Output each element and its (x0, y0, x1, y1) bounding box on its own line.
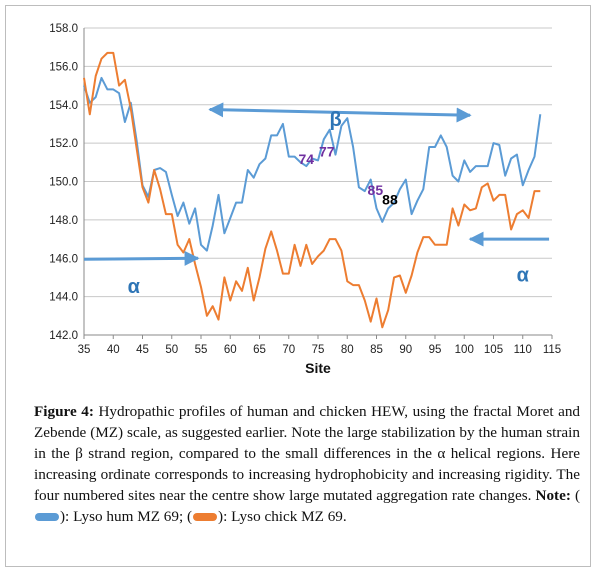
caption-label: Figure 4: (34, 403, 94, 420)
x-axis-title: Site (305, 360, 331, 376)
x-tick-label: 105 (484, 344, 503, 356)
y-tick-label: 156.0 (49, 61, 78, 73)
x-tick-label: 50 (165, 344, 178, 356)
legend-swatch-human (35, 512, 59, 521)
annotation-label: 74 (299, 151, 315, 167)
x-tick-label: 95 (429, 344, 442, 356)
line-chart: 142.0 144.0 146.0 148.0 150.0 152.0 154.0 156.0… (49, 23, 561, 376)
y-tick-label: 142.0 (49, 330, 78, 342)
x-tick-label: 55 (195, 344, 208, 356)
x-axis-ticks: 35 40 45 50 55 60 65 70 75 80 85 90 95 100 105 110 115 (78, 335, 561, 356)
x-tick-label: 100 (455, 344, 474, 356)
annotation-label: 85 (368, 182, 384, 198)
y-tick-label: 150.0 (49, 177, 78, 189)
annotation-label: 88 (382, 192, 398, 208)
x-tick-label: 85 (370, 344, 383, 356)
x-tick-label: 60 (224, 344, 237, 356)
y-axis-ticks: 142.0 144.0 146.0 148.0 150.0 152.0 154.0 156.0… (49, 23, 78, 342)
x-tick-label: 45 (136, 344, 149, 356)
legend-open: ( (574, 487, 581, 504)
gridlines (84, 27, 552, 336)
x-tick-label: 65 (253, 344, 266, 356)
x-tick-label: 35 (78, 344, 91, 356)
annotation-label: α (517, 264, 530, 286)
region-arrow (83, 250, 200, 266)
x-tick-label: 115 (543, 344, 561, 356)
x-tick-label: 110 (514, 344, 532, 356)
y-tick-label: 148.0 (49, 215, 78, 227)
region-arrow (208, 102, 472, 123)
figure-frame: 142.0 144.0 146.0 148.0 150.0 152.0 154.0 156.0… (5, 5, 591, 567)
x-tick-label: 80 (341, 344, 354, 356)
y-tick-label: 144.0 (49, 292, 78, 304)
x-tick-label: 90 (399, 344, 412, 356)
region-arrows (83, 102, 550, 266)
series-line-chick (83, 51, 541, 329)
y-tick-label: 146.0 (49, 253, 78, 265)
x-tick-label: 75 (312, 344, 325, 356)
series-line-human (83, 76, 542, 252)
y-tick-label: 152.0 (49, 138, 78, 150)
legend-swatch-chick (193, 512, 218, 521)
x-tick-label: 40 (107, 344, 120, 356)
y-tick-label: 158.0 (49, 23, 78, 35)
series-lines (83, 51, 542, 329)
x-tick-label: 70 (282, 344, 295, 356)
y-tick-label: 154.0 (49, 100, 78, 112)
annotation-label: 77 (319, 144, 335, 160)
legend-chick-label: ): Lyso chick MZ 69. (218, 508, 347, 525)
caption-note-label: Note: (535, 487, 571, 504)
figure-caption: Figure 4: Hydropathic profiles of human … (34, 401, 580, 527)
legend-human-label: ): Lyso hum MZ 69; ( (60, 508, 193, 525)
caption-text: Hydropathic profiles of human and chicke… (34, 403, 581, 504)
annotation-label: β (329, 109, 341, 131)
annotation-label: α (128, 276, 141, 298)
